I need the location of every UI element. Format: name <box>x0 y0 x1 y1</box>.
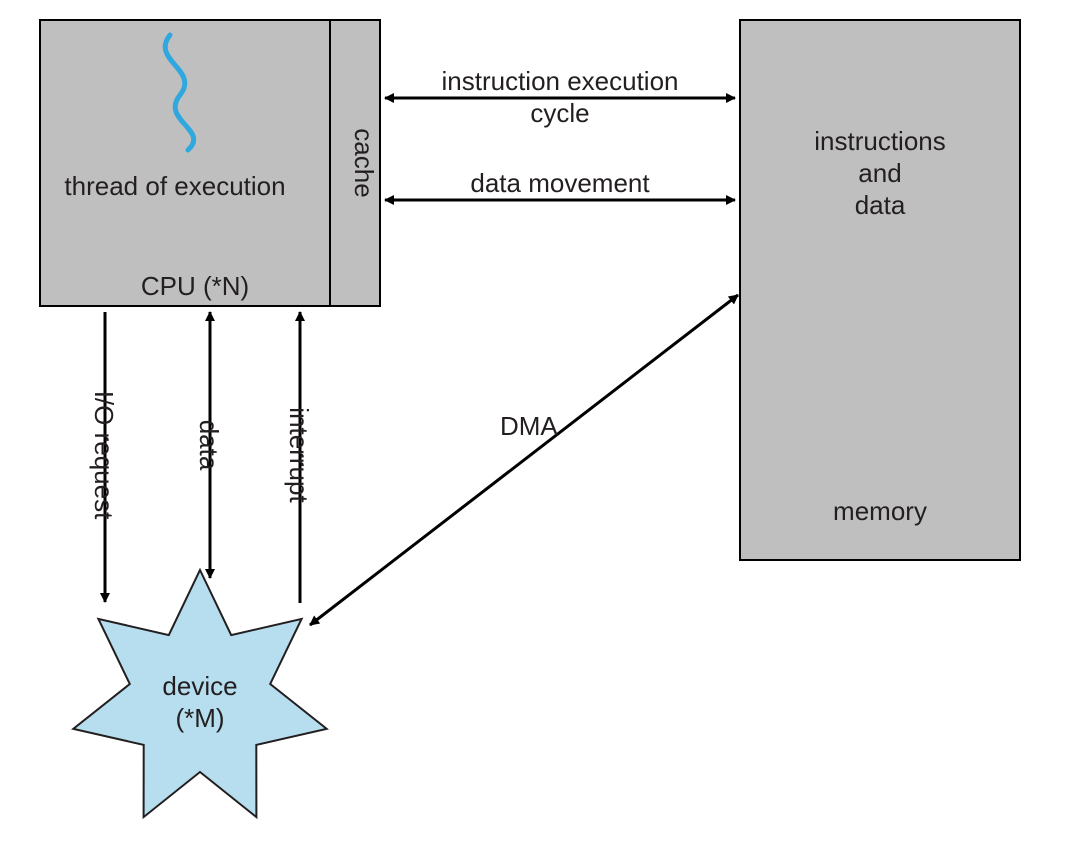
device-label-2: (*M) <box>175 703 224 733</box>
data-move-label: data movement <box>470 168 650 198</box>
cache-label: cache <box>349 128 379 197</box>
memory-top-label-1: instructions <box>814 126 946 156</box>
cpu-label: CPU (*N) <box>141 271 249 301</box>
instr-cycle-label-2: cycle <box>530 98 589 128</box>
dma-label: DMA <box>500 411 558 441</box>
memory-bottom-label: memory <box>833 496 927 526</box>
device-label-1: device <box>162 671 237 701</box>
dma-arrow <box>310 295 738 625</box>
data-down-label: data <box>194 420 224 471</box>
thread-label: thread of execution <box>64 171 285 201</box>
interrupt-label: interrupt <box>284 407 314 503</box>
memory-top-label-3: data <box>855 190 906 220</box>
io-request-label: I/O request <box>89 391 119 520</box>
memory-box <box>740 20 1020 560</box>
memory-top-label-2: and <box>858 158 901 188</box>
instr-cycle-label-1: instruction execution <box>441 66 678 96</box>
